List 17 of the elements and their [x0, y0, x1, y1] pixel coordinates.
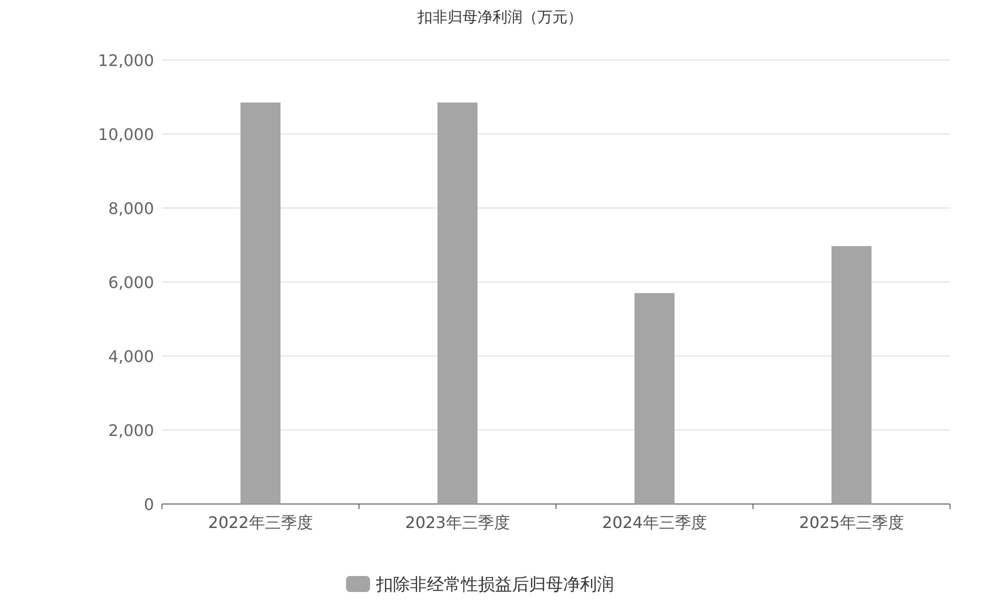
y-tick-label: 12,000 — [98, 51, 154, 70]
y-tick-label: 0 — [144, 495, 154, 514]
x-tick-label: 2023年三季度 — [405, 513, 510, 532]
legend: 扣除非经常性损益后归母净利润 — [346, 575, 614, 595]
bar — [832, 246, 872, 504]
bar — [438, 102, 478, 504]
x-tick-label: 2024年三季度 — [602, 513, 707, 532]
bar — [240, 102, 280, 504]
y-tick-label: 2,000 — [108, 421, 154, 440]
y-tick-label: 10,000 — [98, 125, 154, 144]
x-tick-label: 2025年三季度 — [799, 513, 904, 532]
y-tick-label: 8,000 — [108, 199, 154, 218]
bar — [634, 293, 674, 504]
chart-title: 扣非归母净利润（万元） — [416, 8, 582, 26]
y-tick-label: 4,000 — [108, 347, 154, 366]
y-tick-label: 6,000 — [108, 273, 154, 292]
x-tick-label: 2022年三季度 — [208, 513, 313, 532]
